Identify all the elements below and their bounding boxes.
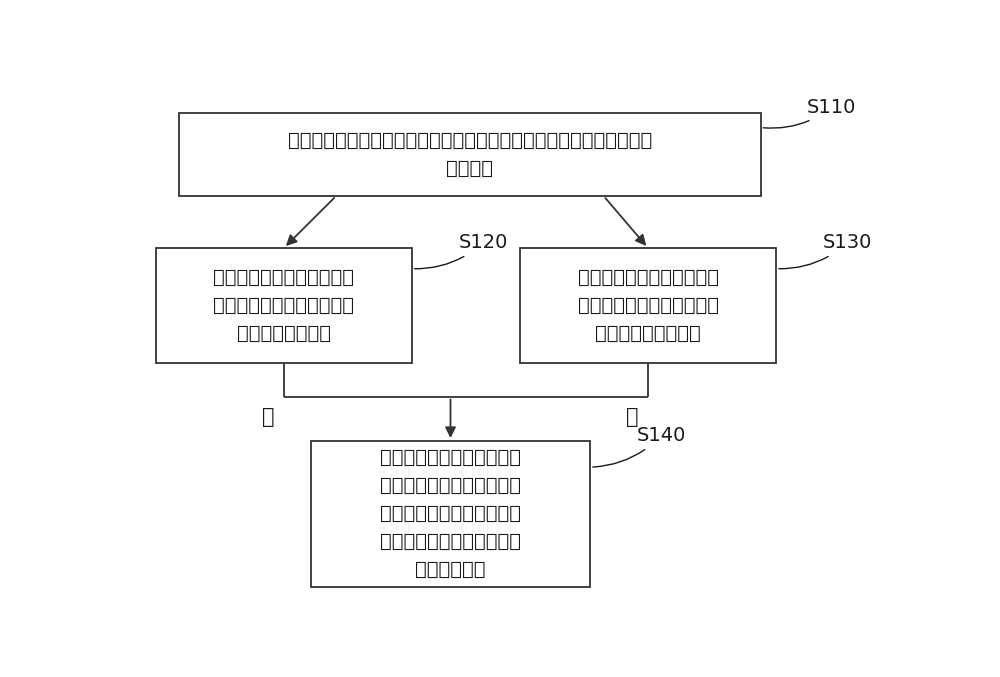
Text: 若运动行为数据不满足非人
工操作条件，且满足人工持
机初筛条件，则根据运动行
为数据确定智能终端的屏幕
状态控制信息: 若运动行为数据不满足非人 工操作条件，且满足人工持 机初筛条件，则根据运动行 为… bbox=[380, 448, 521, 580]
Text: S130: S130 bbox=[779, 234, 872, 269]
Text: 否: 否 bbox=[262, 408, 275, 427]
Text: S120: S120 bbox=[415, 234, 508, 269]
Text: S110: S110 bbox=[763, 97, 856, 128]
Text: 是: 是 bbox=[626, 408, 639, 427]
Bar bbox=[520, 248, 776, 363]
Bar bbox=[311, 441, 590, 587]
Text: 确定智能终端在目标时间范
围内的运动行为数据是否满
足人工持机初筛条件: 确定智能终端在目标时间范 围内的运动行为数据是否满 足人工持机初筛条件 bbox=[578, 268, 719, 343]
Bar bbox=[156, 248, 412, 363]
Text: 确定智能终端在目标时间范
围内的运动行为数据是否满
足非人工操作条件: 确定智能终端在目标时间范 围内的运动行为数据是否满 足非人工操作条件 bbox=[213, 268, 354, 343]
Bar bbox=[179, 112, 761, 196]
Text: S140: S140 bbox=[593, 427, 686, 467]
Text: 在监测到屏幕状态控制事件时，获取智能终端在目标时间范围内的运动
行为数据: 在监测到屏幕状态控制事件时，获取智能终端在目标时间范围内的运动 行为数据 bbox=[288, 131, 652, 178]
